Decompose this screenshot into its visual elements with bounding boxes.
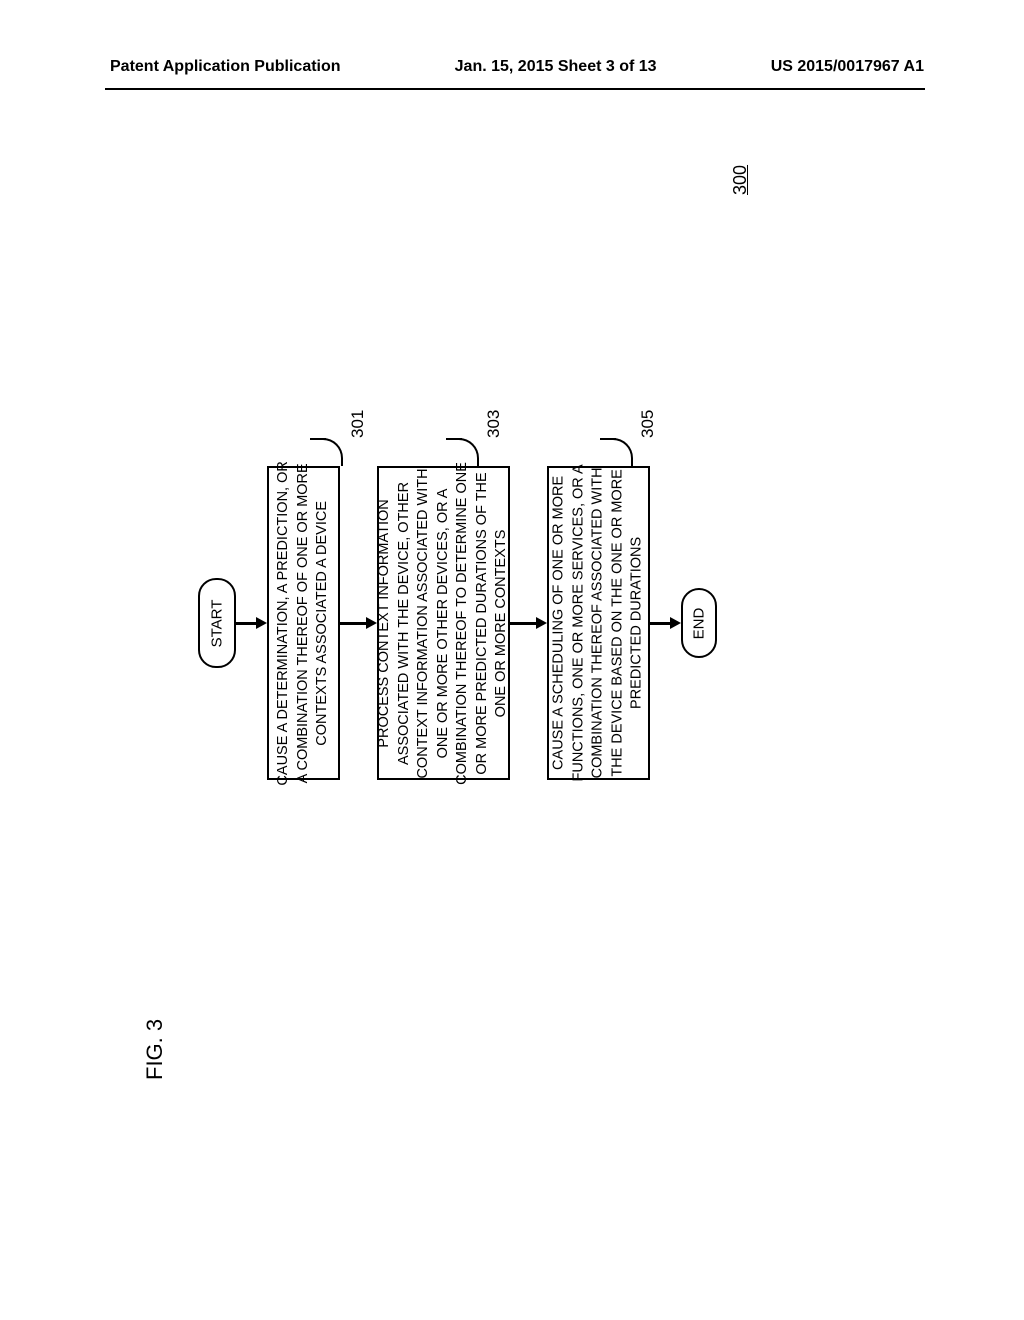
arrow-303-to-305 [510, 622, 538, 625]
arrow-305-to-end [650, 622, 672, 625]
leader-305-line [600, 438, 616, 440]
leader-303-curve [459, 438, 479, 466]
figure-label: FIG. 3 [142, 1019, 168, 1080]
process-303: PROCESS CONTEXT INFORMATION ASSOCIATED W… [377, 466, 510, 780]
leader-301-line [310, 438, 326, 440]
leader-303-line [446, 438, 462, 440]
leader-305-curve [613, 438, 633, 466]
process-305: CAUSE A SCHEDULING OF ONE OR MORE FUNCTI… [547, 466, 650, 780]
arrow-head-4 [670, 617, 681, 629]
ref-305: 305 [638, 410, 658, 438]
terminal-start-label: START [209, 599, 226, 647]
terminal-end-label: END [690, 607, 707, 639]
ref-301: 301 [348, 410, 368, 438]
header-rule [105, 88, 925, 90]
figure-ref-300: 300 [730, 165, 751, 195]
header-date-sheet: Jan. 15, 2015 Sheet 3 of 13 [341, 58, 771, 76]
leader-301-curve [323, 438, 343, 466]
process-301: CAUSE A DETERMINATION, A PREDICTION, OR … [267, 466, 340, 780]
patent-header: Patent Application Publication Jan. 15, … [0, 58, 1024, 76]
process-303-text: PROCESS CONTEXT INFORMATION ASSOCIATED W… [375, 462, 512, 785]
terminal-start: START [198, 578, 236, 668]
flowchart: START CAUSE A DETERMINATION, A PREDICTIO… [176, 180, 686, 950]
arrow-head-1 [256, 617, 267, 629]
arrow-301-to-303 [340, 622, 368, 625]
header-publication: Patent Application Publication [110, 58, 341, 76]
terminal-end: END [681, 588, 717, 658]
ref-303: 303 [484, 410, 504, 438]
process-301-text: CAUSE A DETERMINATION, A PREDICTION, OR … [274, 461, 333, 785]
arrow-head-3 [536, 617, 547, 629]
header-patent-number: US 2015/0017967 A1 [771, 58, 924, 76]
arrow-start-to-301 [236, 622, 258, 625]
process-305-text: CAUSE A SCHEDULING OF ONE OR MORE FUNCTI… [550, 464, 648, 781]
